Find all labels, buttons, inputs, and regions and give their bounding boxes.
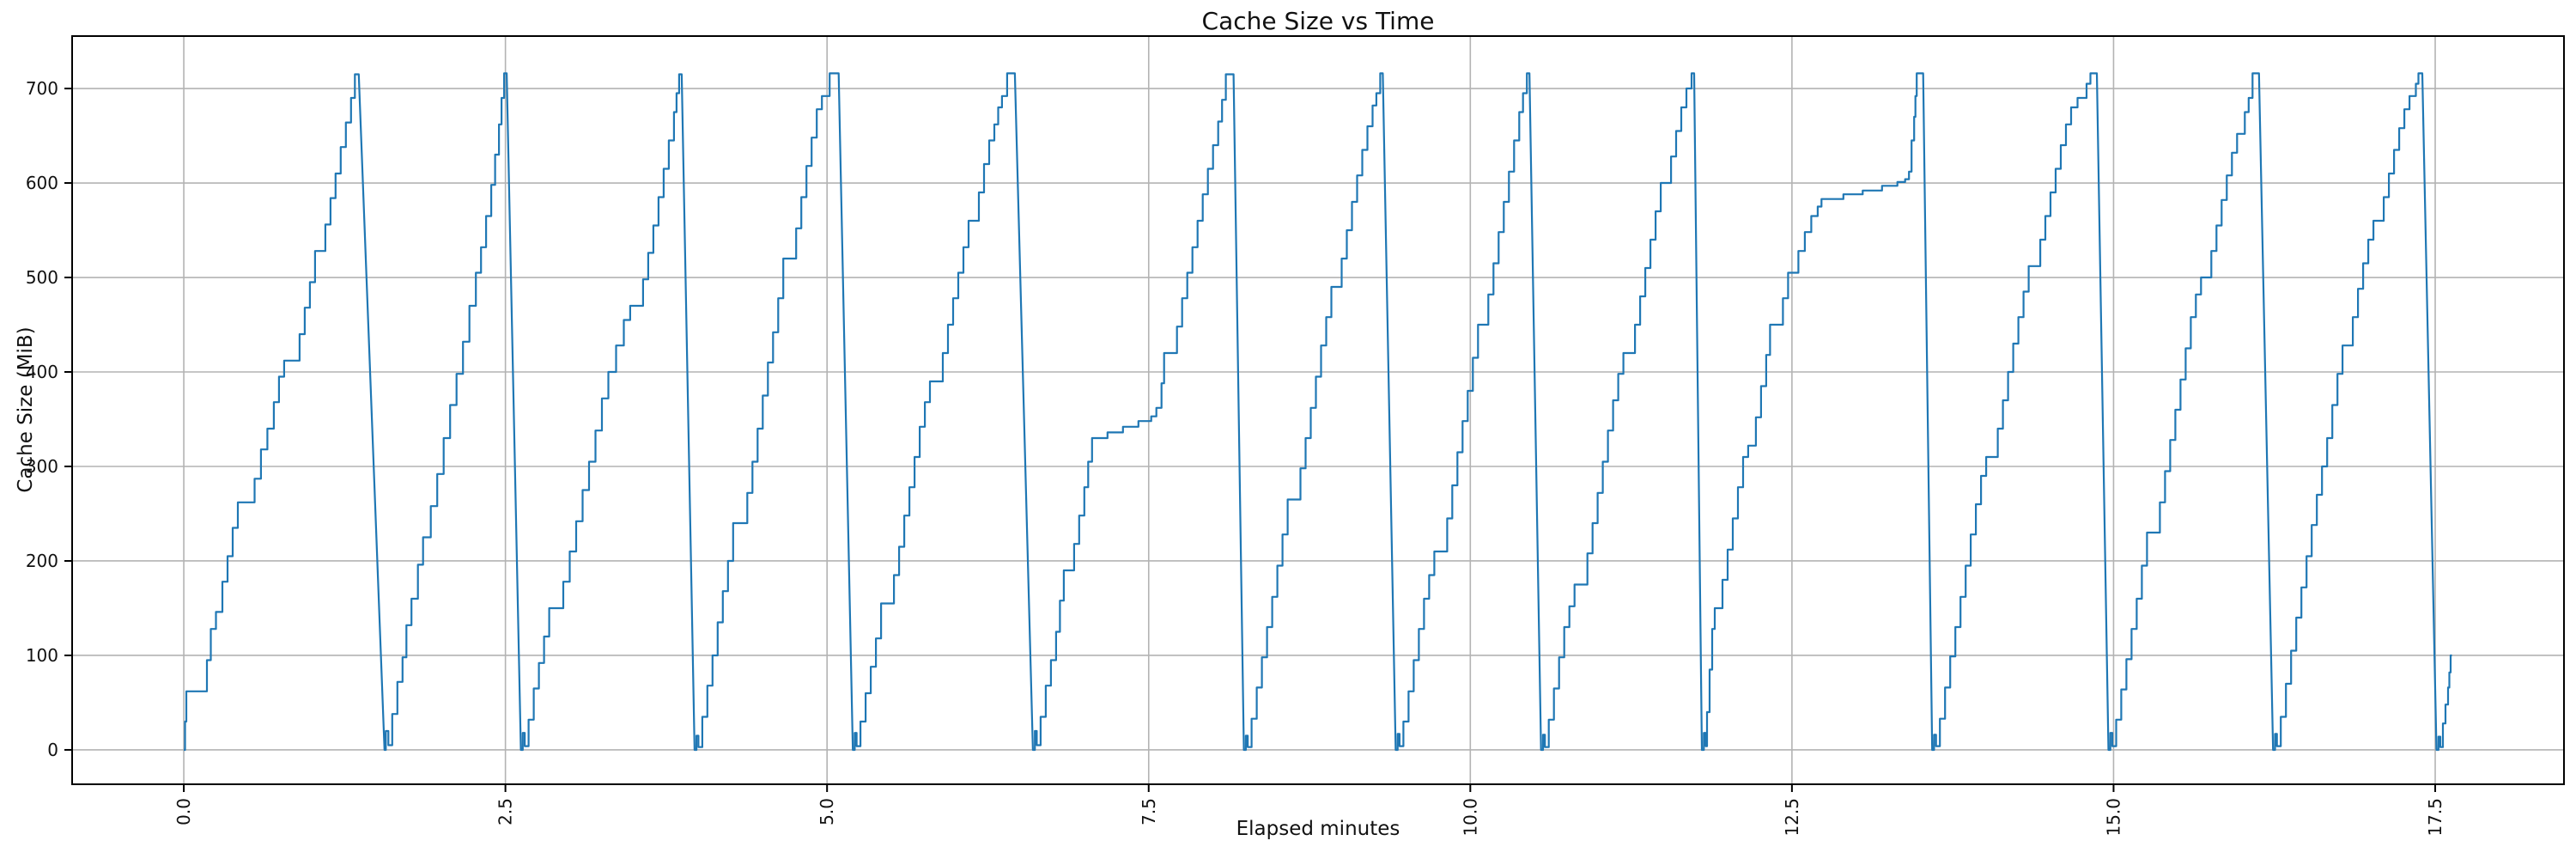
x-tick-label: 7.5 [1139, 798, 1159, 825]
x-tick-label: 12.5 [1782, 798, 1802, 837]
x-tick-label: 5.0 [817, 798, 837, 825]
y-tick-label: 300 [26, 456, 58, 477]
plot-border [71, 35, 2565, 785]
x-tick-label: 2.5 [495, 798, 516, 825]
y-tick-label: 700 [26, 78, 58, 99]
y-axis-label: Cache Size (MiB) [15, 326, 37, 493]
y-tick-label: 100 [26, 645, 58, 666]
x-tick-label: 17.5 [2425, 798, 2445, 837]
x-axis-label: Elapsed minutes [1236, 818, 1400, 840]
x-tick-label: 0.0 [173, 798, 194, 825]
x-tick-label: 15.0 [2103, 798, 2123, 837]
y-tick-label: 200 [26, 551, 58, 571]
x-tick-label: 10.0 [1460, 798, 1480, 837]
y-tick-label: 0 [47, 740, 58, 760]
y-tick-label: 400 [26, 362, 58, 382]
series-line [184, 72, 2452, 752]
chart-title: Cache Size vs Time [1201, 7, 1435, 35]
y-tick-label: 600 [26, 173, 58, 193]
y-tick-label: 500 [26, 267, 58, 288]
